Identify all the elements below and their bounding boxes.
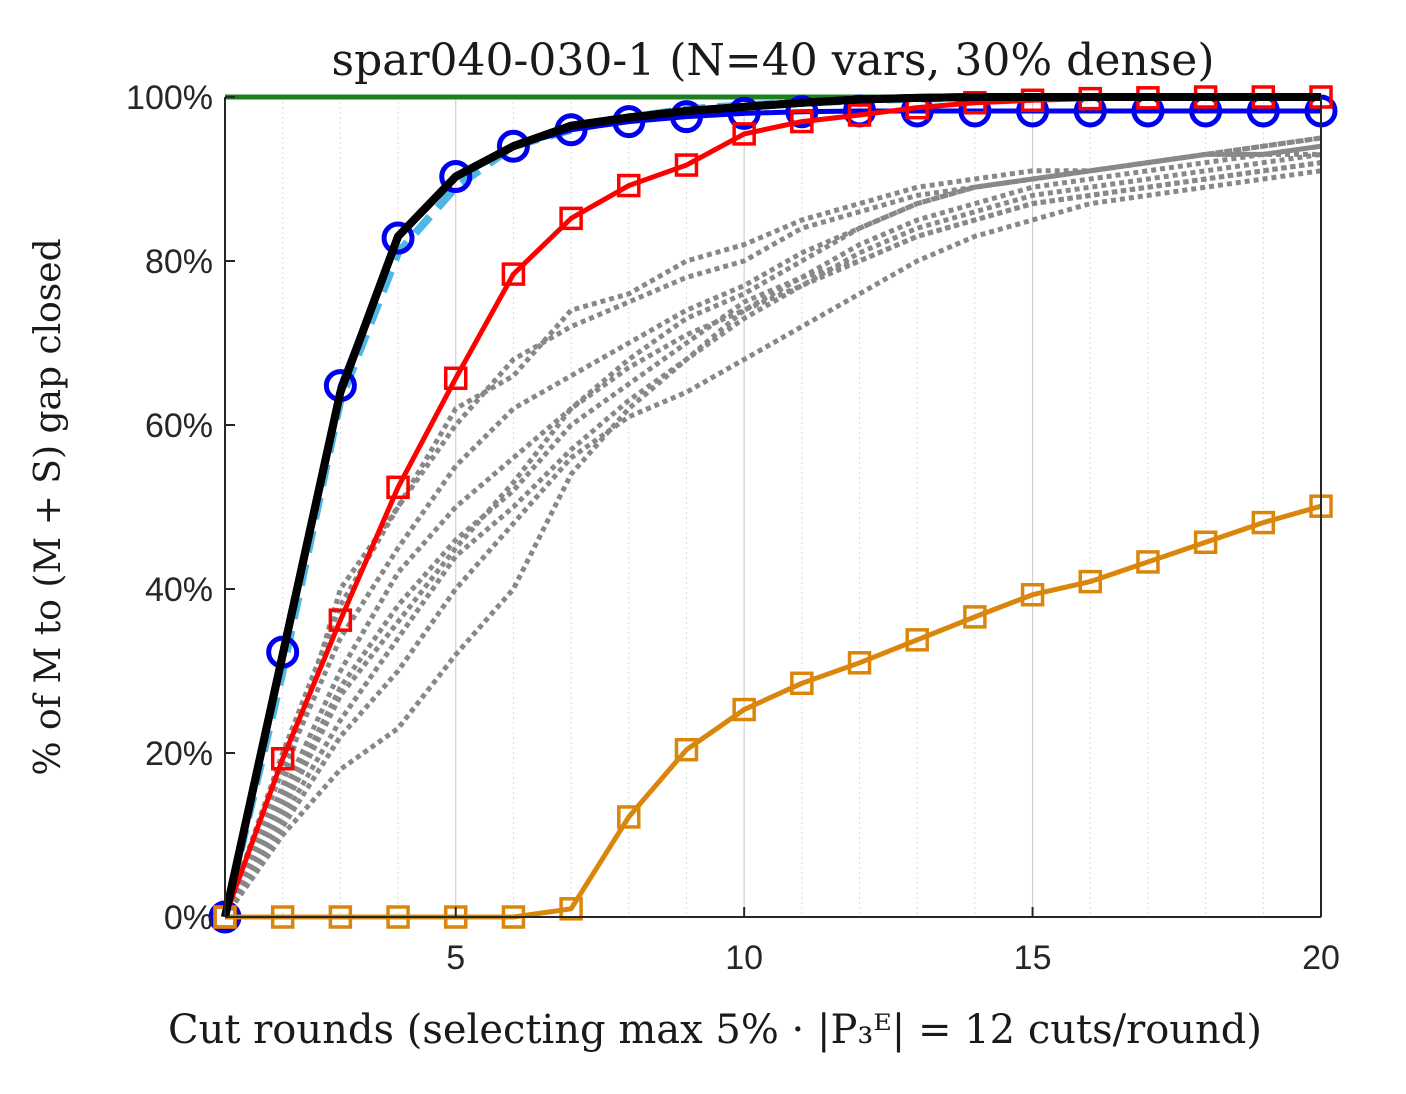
data-point [386, 475, 410, 500]
series-line [222, 168, 1322, 919]
y-tick-label: 100% [126, 79, 213, 117]
series-line [222, 160, 1322, 919]
series-5 [222, 135, 1322, 919]
data-point [847, 651, 872, 675]
data-point [727, 96, 761, 130]
series-top [221, 93, 1321, 918]
data-point [790, 109, 814, 134]
y-axis-label: % of M to (M + S) gap closed [28, 238, 69, 775]
data-point [963, 605, 987, 629]
data-point [1020, 582, 1045, 607]
x-axis-label: Cut rounds (selecting max 5% · |P₃ᴱ| = 1… [168, 1007, 1262, 1053]
x-tick-label: 15 [1014, 939, 1052, 977]
data-point [674, 153, 699, 177]
data-point [439, 160, 473, 194]
series-line [222, 151, 1322, 919]
x-tick-label: 20 [1302, 939, 1340, 977]
series-line [221, 93, 1321, 918]
series-3 [222, 151, 1322, 919]
y-tick-label: 80% [145, 243, 213, 281]
series-7 [222, 160, 1322, 919]
series-9 [222, 160, 1322, 919]
y-tick-label: 60% [145, 407, 213, 445]
series-line [222, 151, 1321, 919]
x-tick-label: 10 [725, 939, 763, 977]
axis-ticks: 5 10 15 20 0% 20% 40% 60% 80% 100% [126, 79, 1340, 977]
y-tick-label: 20% [145, 735, 213, 773]
data-point [732, 697, 756, 722]
data-point [617, 805, 641, 829]
data-point [1251, 510, 1276, 535]
data-point [270, 746, 295, 771]
data-point [501, 262, 526, 286]
data-point [381, 221, 415, 255]
data-point [1136, 550, 1160, 574]
data-point [674, 737, 699, 762]
data-point [847, 103, 872, 127]
data-point [790, 671, 814, 696]
series-line [222, 160, 1322, 919]
y-tick-label: 40% [145, 571, 213, 609]
chart-title: spar040-030-1 (N=40 vars, 30% dense) [332, 35, 1215, 86]
data-point [905, 628, 929, 652]
data-point [1078, 569, 1103, 594]
y-tick-label: 0% [164, 899, 213, 937]
series-4 [222, 151, 1321, 919]
series-line [222, 135, 1322, 919]
plot-area [225, 97, 1321, 917]
data-point [669, 100, 703, 134]
data-point [1193, 530, 1218, 555]
series-8 [222, 168, 1322, 919]
data-point [559, 206, 583, 231]
data-point [732, 122, 756, 146]
series-layer [208, 85, 1338, 934]
data-point [559, 897, 583, 921]
data-point [617, 173, 641, 198]
data-point [328, 608, 353, 632]
data-point [785, 95, 819, 129]
data-point [496, 129, 530, 163]
x-tick-label: 5 [446, 939, 465, 977]
data-point [963, 90, 987, 115]
data-point [443, 366, 468, 391]
